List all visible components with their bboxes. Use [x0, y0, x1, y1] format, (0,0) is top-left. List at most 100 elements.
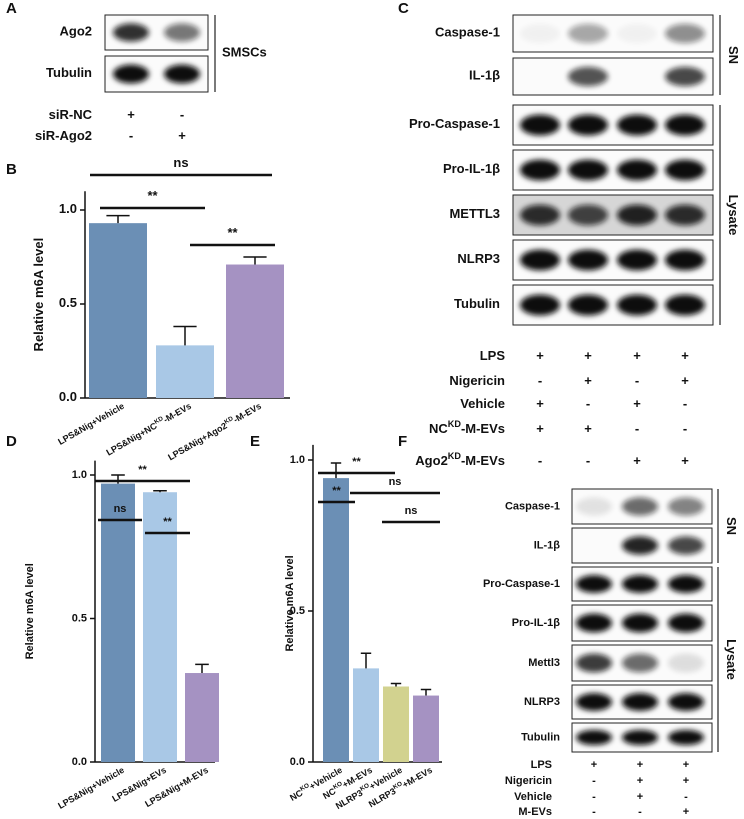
row-label: Pro-IL-1β — [443, 161, 500, 176]
row-label: Tubulin — [454, 296, 500, 311]
bar — [89, 223, 147, 398]
group-label: SMSCs — [222, 45, 267, 60]
band — [665, 249, 705, 271]
panel-label: A — [6, 0, 17, 17]
condition-sign: - — [586, 396, 590, 411]
band — [568, 159, 608, 181]
band — [568, 204, 608, 226]
condition-sign: + — [178, 128, 186, 143]
group-label: SN — [726, 46, 741, 64]
condition-label: NCKD-M-EVs — [429, 419, 505, 436]
x-tick-label: LPS&Nig+Vehicle — [56, 401, 126, 447]
band — [622, 536, 658, 555]
y-tick-label: 0.0 — [59, 389, 77, 404]
band — [576, 693, 612, 711]
bar — [353, 668, 379, 762]
band — [665, 294, 705, 316]
band — [520, 23, 560, 44]
panel-label: D — [6, 433, 17, 450]
y-tick-label: 1.0 — [290, 454, 305, 466]
significance-label: ** — [138, 464, 147, 476]
condition-label: LPS — [531, 759, 552, 771]
row-label: METTL3 — [449, 206, 500, 221]
condition-sign: + — [683, 775, 689, 787]
condition-sign: - — [538, 453, 542, 468]
row-label: Caspase-1 — [435, 25, 500, 40]
x-tick-label: LPS&Nig+Vehicle — [56, 765, 126, 811]
condition-sign: - — [180, 107, 184, 122]
band — [576, 613, 612, 633]
condition-sign: + — [633, 453, 641, 468]
y-tick-label: 0.0 — [290, 756, 305, 768]
band — [665, 23, 705, 44]
band — [622, 653, 658, 673]
group-label: Lysate — [726, 195, 741, 236]
y-axis-label: Relative m6A level — [24, 563, 36, 659]
condition-label: siR-Ago2 — [35, 128, 92, 143]
bar — [101, 483, 135, 762]
y-tick-label: 1.0 — [59, 201, 77, 216]
bar — [143, 492, 177, 762]
condition-sign: + — [536, 348, 544, 363]
bar — [383, 686, 409, 762]
band — [665, 66, 705, 87]
band — [622, 729, 658, 746]
condition-sign: - — [592, 791, 596, 803]
condition-sign: - — [684, 791, 688, 803]
band — [568, 114, 608, 136]
band — [622, 575, 658, 593]
row-label: Caspase-1 — [505, 500, 560, 512]
condition-label: Vehicle — [460, 396, 505, 411]
condition-sign: + — [637, 791, 643, 803]
bar — [226, 264, 284, 398]
condition-sign: + — [536, 396, 544, 411]
condition-label: siR-NC — [49, 107, 93, 122]
condition-label: Nigericin — [449, 373, 505, 388]
condition-sign: + — [637, 775, 643, 787]
error-bar — [106, 214, 130, 224]
panel-label: B — [6, 161, 17, 178]
band — [164, 23, 200, 42]
condition-label: Ago2KD-M-EVs — [415, 451, 505, 468]
band — [665, 204, 705, 226]
band — [668, 729, 704, 746]
error-bar — [153, 490, 167, 493]
y-tick-label: 0.5 — [72, 612, 87, 624]
significance-label: ** — [147, 188, 158, 203]
band — [568, 23, 608, 44]
band — [617, 114, 657, 136]
condition-sign: + — [584, 348, 592, 363]
condition-sign: - — [586, 453, 590, 468]
condition-sign: - — [129, 128, 133, 143]
band — [568, 294, 608, 316]
y-tick-label: 1.0 — [72, 469, 87, 481]
error-bar — [195, 663, 209, 674]
band — [520, 159, 560, 181]
condition-sign: + — [584, 373, 592, 388]
condition-sign: - — [592, 806, 596, 818]
band — [520, 114, 560, 136]
bar — [413, 695, 439, 762]
error-bar — [360, 652, 372, 669]
y-tick-label: 0.5 — [290, 605, 305, 617]
condition-sign: - — [592, 775, 596, 787]
band — [520, 249, 560, 271]
band — [617, 294, 657, 316]
condition-sign: + — [127, 107, 135, 122]
error-bar — [420, 688, 432, 696]
condition-sign: - — [683, 396, 687, 411]
band — [520, 204, 560, 226]
condition-sign: + — [536, 421, 544, 436]
band — [113, 23, 149, 42]
band — [622, 613, 658, 633]
condition-sign: - — [635, 421, 639, 436]
band — [617, 204, 657, 226]
band — [568, 249, 608, 271]
band — [113, 64, 149, 84]
significance-label: ns — [173, 155, 188, 170]
y-axis-label: Relative m6A level — [31, 238, 46, 352]
band — [576, 653, 612, 673]
error-bar — [243, 256, 267, 265]
band — [617, 249, 657, 271]
